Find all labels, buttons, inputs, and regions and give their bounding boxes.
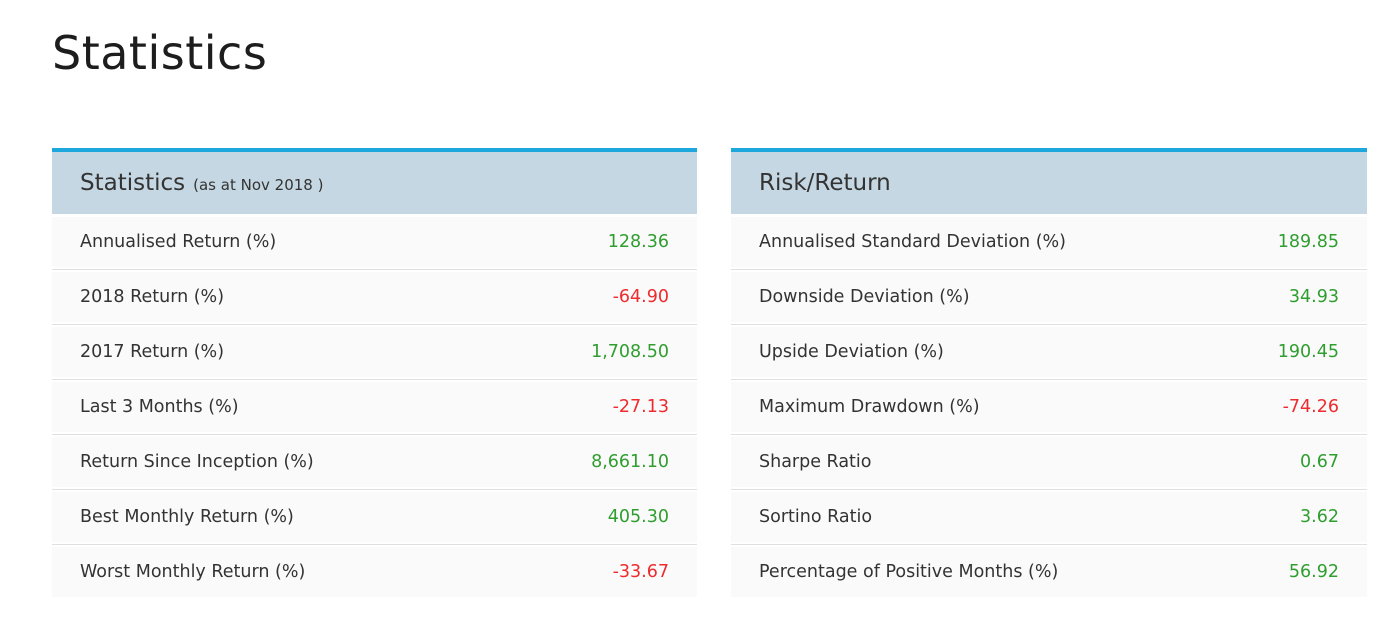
risk-return-table-title: Risk/Return [759,170,891,196]
row-label: Return Since Inception (%) [80,452,314,472]
table-row: Annualised Return (%) 128.36 [52,217,697,267]
row-value: 190.45 [1277,342,1339,362]
table-row: 2018 Return (%) -64.90 [52,269,697,322]
page-title: Statistics [52,26,268,80]
table-row: Best Monthly Return (%) 405.30 [52,489,697,542]
row-value: -27.13 [612,397,669,417]
row-value: -74.26 [1282,397,1339,417]
row-value: 34.93 [1288,287,1339,307]
row-value: 3.62 [1300,507,1339,527]
row-value: -33.67 [612,562,669,582]
row-value: 56.92 [1288,562,1339,582]
table-row: Maximum Drawdown (%) -74.26 [731,379,1367,432]
row-label: Annualised Return (%) [80,232,277,252]
table-row: Downside Deviation (%) 34.93 [731,269,1367,322]
row-label: Annualised Standard Deviation (%) [759,232,1066,252]
row-label: Sharpe Ratio [759,452,872,472]
statistics-table-header: Statistics (as at Nov 2018 ) [52,152,697,214]
statistics-table-rows: Annualised Return (%) 128.36 2018 Return… [52,217,697,597]
table-row: Sharpe Ratio 0.67 [731,434,1367,487]
row-label: Last 3 Months (%) [80,397,239,417]
row-label: Upside Deviation (%) [759,342,944,362]
table-row: Annualised Standard Deviation (%) 189.85 [731,217,1367,267]
row-value: 8,661.10 [591,452,669,472]
risk-return-table: Risk/Return Annualised Standard Deviatio… [731,148,1367,597]
table-row: Sortino Ratio 3.62 [731,489,1367,542]
table-row: Last 3 Months (%) -27.13 [52,379,697,432]
table-row: Percentage of Positive Months (%) 56.92 [731,544,1367,597]
row-value: 128.36 [607,232,669,252]
table-row: Return Since Inception (%) 8,661.10 [52,434,697,487]
table-row: Upside Deviation (%) 190.45 [731,324,1367,377]
row-label: Percentage of Positive Months (%) [759,562,1059,582]
statistics-tables-container: Statistics (as at Nov 2018 ) Annualised … [52,148,1367,597]
row-value: -64.90 [612,287,669,307]
row-label: Best Monthly Return (%) [80,507,294,527]
row-label: Maximum Drawdown (%) [759,397,980,417]
row-value: 1,708.50 [591,342,669,362]
statistics-table-subtitle: (as at Nov 2018 ) [193,176,324,194]
statistics-table: Statistics (as at Nov 2018 ) Annualised … [52,148,697,597]
row-value: 405.30 [607,507,669,527]
row-label: Worst Monthly Return (%) [80,562,306,582]
risk-return-table-rows: Annualised Standard Deviation (%) 189.85… [731,217,1367,597]
row-label: Downside Deviation (%) [759,287,970,307]
row-value: 189.85 [1277,232,1339,252]
row-label: 2018 Return (%) [80,287,225,307]
table-row: 2017 Return (%) 1,708.50 [52,324,697,377]
row-value: 0.67 [1300,452,1339,472]
statistics-table-title: Statistics [80,170,186,196]
table-row: Worst Monthly Return (%) -33.67 [52,544,697,597]
row-label: 2017 Return (%) [80,342,225,362]
row-label: Sortino Ratio [759,507,873,527]
risk-return-table-header: Risk/Return [731,152,1367,214]
